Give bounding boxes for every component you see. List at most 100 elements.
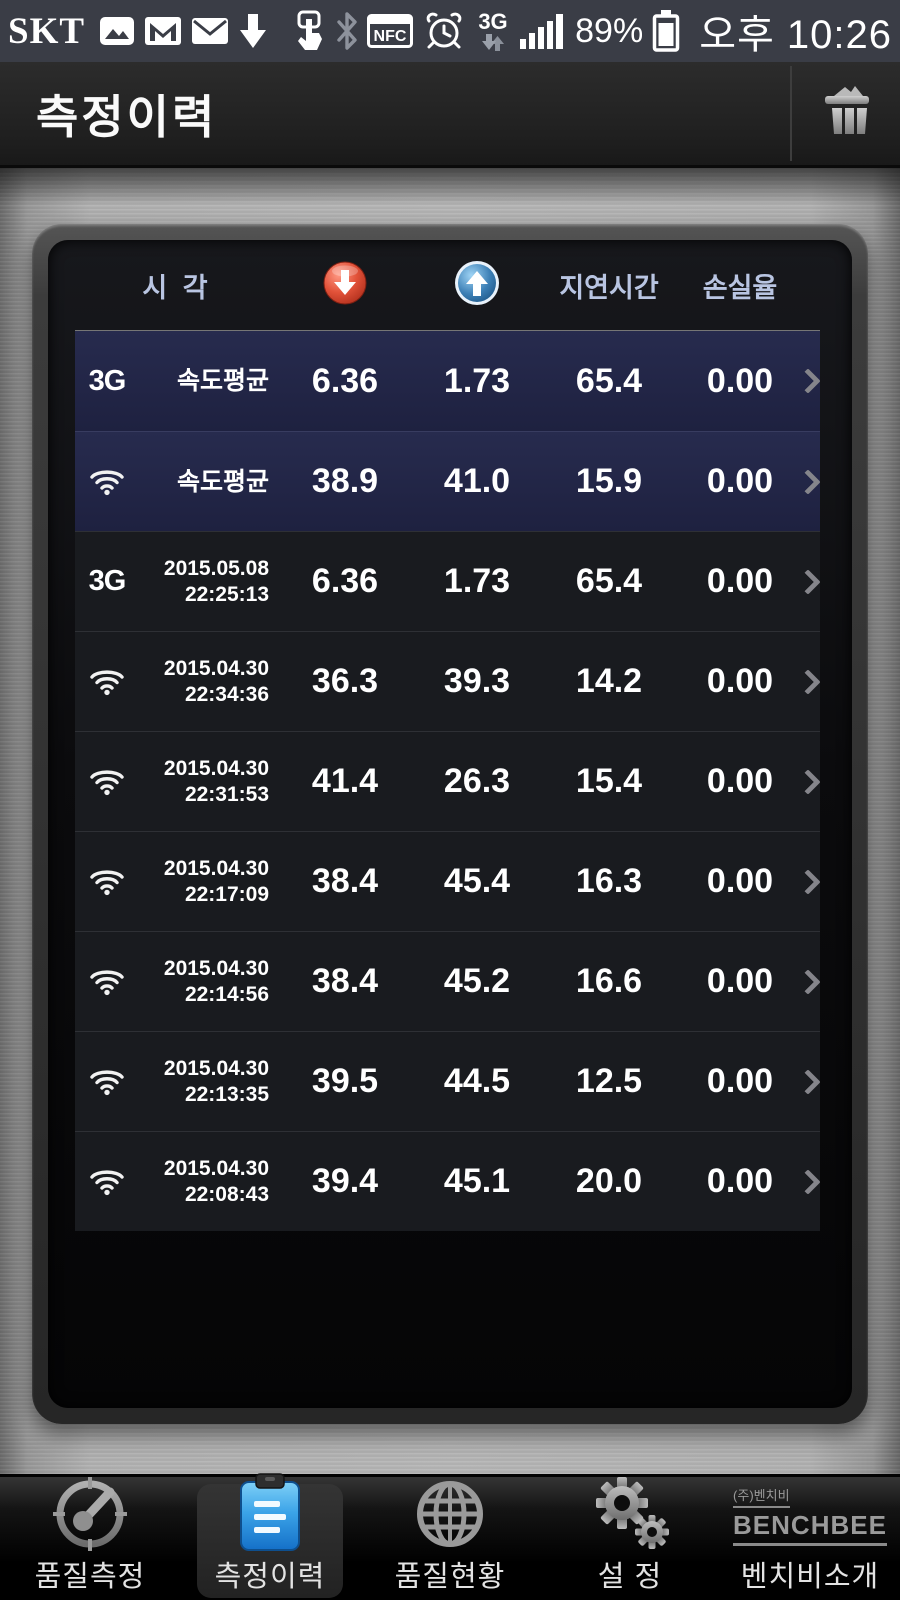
tab-label: 벤치비소개 <box>740 1561 880 1593</box>
upload-speed-value: 1.73 <box>443 562 511 600</box>
chevron-right-icon <box>795 768 821 795</box>
loss-value: 0.00 <box>706 1062 774 1100</box>
clock-label: 오후 10:26 <box>699 13 892 57</box>
chevron-right-icon <box>795 368 821 394</box>
time-line1: 2015.04.30 <box>163 956 269 980</box>
wifi-icon <box>90 670 124 696</box>
history-row[interactable]: 3G 속도평균 6.36 1.73 65.4 0.00 <box>75 331 821 431</box>
upload-speed-value: 44.5 <box>443 1062 511 1100</box>
wifi-icon <box>90 470 124 496</box>
bottom-nav: 품질측정 측정이력 <box>0 1473 900 1600</box>
upload-arrow-icon <box>454 260 500 311</box>
download-speed-value: 39.4 <box>311 1162 379 1200</box>
history-row[interactable]: 2015.04.30 22:34:36 36.3 39.3 14.2 0.00 <box>75 631 821 731</box>
chevron-right-icon <box>795 668 821 695</box>
delay-value: 16.3 <box>575 862 643 900</box>
clipboard-icon <box>239 1473 301 1553</box>
wifi-icon <box>90 1170 124 1196</box>
wifi-icon <box>90 1070 124 1096</box>
chevron-right-icon <box>795 1168 821 1195</box>
status-bar-right: NFC 3G 89% 오후 10:26 <box>293 2 892 60</box>
chevron-right-icon <box>795 1068 821 1095</box>
tab-measure-history[interactable]: 측정이력 <box>180 1473 360 1600</box>
title-bar: 측정이력 <box>0 62 900 168</box>
delay-value: 14.2 <box>575 662 643 700</box>
tab-quality-measure[interactable]: 품질측정 <box>0 1477 180 1600</box>
history-card: 시 각 <box>32 224 868 1424</box>
network-icon-cell <box>75 867 139 896</box>
email-icon <box>191 17 229 45</box>
network-type-label: 3G <box>478 9 507 34</box>
measurement-time: 2015.04.30 22:31:53 <box>139 756 279 808</box>
time-line1: 2015.05.08 <box>163 556 269 580</box>
trash-icon <box>820 82 874 145</box>
network-icon-cell <box>75 967 139 996</box>
network-3g-status-icon: 3G <box>475 9 511 53</box>
network-3g-badge: 3G <box>88 364 127 397</box>
download-notification-icon <box>239 13 267 49</box>
header-time: 시 각 <box>142 272 212 303</box>
tab-settings[interactable]: 설 정 <box>540 1477 720 1600</box>
bluetooth-icon <box>336 11 358 51</box>
download-speed-value: 38.4 <box>311 962 379 1000</box>
tab-label: 품질현황 <box>394 1561 506 1593</box>
chevron-right-icon <box>795 468 821 495</box>
history-row[interactable]: 2015.04.30 22:08:43 39.4 45.1 20.0 0.00 <box>75 1131 821 1231</box>
network-icon-cell: 3G <box>75 565 139 598</box>
history-row[interactable]: 2015.04.30 22:14:56 38.4 45.2 16.6 0.00 <box>75 931 821 1031</box>
wifi-icon <box>90 970 124 996</box>
network-icon-cell <box>75 467 139 496</box>
tab-quality-status[interactable]: 품질현황 <box>360 1477 540 1600</box>
time-line1: 2015.04.30 <box>163 856 269 880</box>
delay-value: 15.4 <box>575 762 643 800</box>
time-line2: 22:31:53 <box>184 782 269 806</box>
download-speed-value: 38.9 <box>311 462 379 500</box>
benchbee-logo-top: (주)벤치비 <box>733 1485 790 1508</box>
time-line2: 22:13:35 <box>184 1082 269 1106</box>
delay-value: 65.4 <box>575 562 643 600</box>
delete-history-button[interactable] <box>794 62 900 165</box>
battery-icon <box>652 10 680 52</box>
download-speed-value: 38.4 <box>311 862 379 900</box>
measurement-time: 속도평균 <box>139 368 279 394</box>
network-icon-cell <box>75 1067 139 1096</box>
battery-percent-label: 89% <box>575 11 644 50</box>
network-icon-cell <box>75 667 139 696</box>
upload-speed-value: 45.1 <box>443 1162 511 1200</box>
carrier-label: SKT <box>8 10 86 52</box>
history-row[interactable]: 3G 2015.05.08 22:25:13 6.36 1.73 65.4 0.… <box>75 531 821 631</box>
download-speed-value: 36.3 <box>311 662 379 700</box>
history-table: 시 각 <box>75 240 821 1231</box>
time-line1: 2015.04.30 <box>163 756 269 780</box>
loss-value: 0.00 <box>706 1162 774 1200</box>
upload-speed-value: 41.0 <box>443 462 511 500</box>
history-row[interactable]: 2015.04.30 22:13:35 39.5 44.5 12.5 0.00 <box>75 1031 821 1131</box>
download-arrow-icon <box>322 260 368 311</box>
header-delay: 지연시간 <box>559 272 659 303</box>
measurement-time: 2015.04.30 22:08:43 <box>139 1156 279 1208</box>
time-line1: 2015.04.30 <box>163 656 269 680</box>
upload-speed-value: 45.2 <box>443 962 511 1000</box>
network-icon-cell: 3G <box>75 365 139 398</box>
time-line1: 2015.04.30 <box>163 1156 269 1180</box>
history-row[interactable]: 2015.04.30 22:17:09 38.4 45.4 16.3 0.00 <box>75 831 821 931</box>
upload-speed-value: 26.3 <box>443 762 511 800</box>
chevron-right-icon <box>795 568 821 595</box>
title-bar-divider <box>790 66 792 161</box>
history-row[interactable]: 속도평균 38.9 41.0 15.9 0.00 <box>75 431 821 531</box>
nfc-icon: NFC <box>367 14 414 48</box>
time-line2: 22:34:36 <box>184 682 269 706</box>
tab-benchbee-about[interactable]: (주)벤치비 BENCHBEE 벤치비소개 <box>720 1477 900 1600</box>
measurement-time: 2015.05.08 22:25:13 <box>139 556 279 608</box>
history-row[interactable]: 2015.04.30 22:31:53 41.4 26.3 15.4 0.00 <box>75 731 821 831</box>
loss-value: 0.00 <box>706 762 774 800</box>
network-icon-cell <box>75 1167 139 1196</box>
time-line1: 속도평균 <box>176 467 269 496</box>
delay-value: 15.9 <box>575 462 643 500</box>
time-line2: 22:17:09 <box>184 882 269 906</box>
wifi-icon <box>90 870 124 896</box>
loss-value: 0.00 <box>706 562 774 600</box>
touch-input-icon <box>293 10 327 52</box>
measurement-time: 2015.04.30 22:13:35 <box>139 1056 279 1108</box>
delay-value: 16.6 <box>575 962 643 1000</box>
